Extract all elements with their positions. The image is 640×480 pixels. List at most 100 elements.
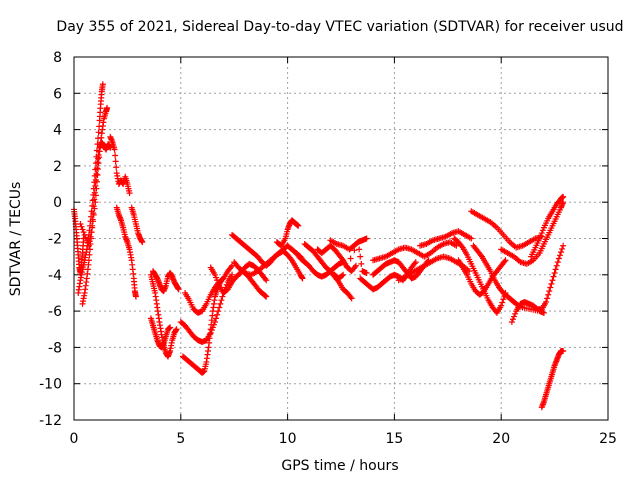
data-point	[544, 295, 551, 302]
y-axis-label: SDTVAR / TECUs	[8, 182, 24, 297]
data-point	[263, 293, 270, 300]
data-point	[340, 271, 347, 278]
y-tick-label: 2	[53, 159, 62, 175]
data-point	[363, 235, 370, 242]
data-point	[86, 238, 93, 245]
x-tick-label: 20	[492, 431, 510, 447]
data-point	[351, 247, 358, 254]
series-arc-07	[128, 204, 146, 246]
y-tick-label: 6	[53, 86, 62, 102]
data-point	[94, 171, 101, 178]
data-point	[553, 262, 560, 269]
data-point	[363, 269, 370, 276]
ticks	[73, 56, 609, 421]
y-tick-label: 4	[53, 123, 62, 139]
x-tick-label: 5	[176, 431, 185, 447]
data-point	[211, 318, 218, 325]
data-point	[207, 329, 214, 336]
series-arc-09	[147, 315, 174, 351]
data-point	[356, 246, 363, 253]
data-point	[80, 229, 87, 236]
series-arc-10	[150, 268, 182, 295]
y-tick-labels: -12 -10 -8 -6 -4 -2 0 2 4 6 8	[39, 50, 62, 429]
series-arc-33	[528, 193, 567, 260]
data-point	[209, 324, 216, 331]
data-point	[126, 190, 133, 197]
series-arc-19	[293, 250, 347, 280]
data-point	[299, 275, 306, 282]
x-tick-labels: 0 5 10 15 20 25	[70, 431, 617, 447]
data-point	[554, 259, 561, 266]
data-point	[343, 263, 350, 270]
series-arc-13	[182, 262, 236, 316]
data-points	[71, 81, 567, 411]
data-point	[559, 245, 566, 252]
data-point	[89, 218, 96, 225]
data-point	[213, 274, 220, 281]
data-point	[96, 154, 103, 161]
data-point	[87, 246, 94, 253]
y-tick-label: -12	[39, 413, 62, 429]
data-point	[214, 277, 221, 284]
series-arc-35	[538, 348, 567, 411]
data-point	[112, 152, 119, 159]
data-point	[339, 255, 346, 262]
data-point	[210, 321, 217, 328]
data-point	[501, 258, 508, 265]
data-point	[95, 160, 102, 167]
series-arc-18	[273, 217, 302, 249]
data-point	[508, 318, 515, 325]
x-tick-label: 15	[385, 431, 403, 447]
series-arc-04	[77, 104, 111, 249]
data-point	[88, 229, 95, 236]
x-tick-label: 0	[70, 431, 79, 447]
data-point	[95, 166, 102, 173]
data-point	[111, 146, 118, 153]
data-point	[90, 211, 97, 218]
series-arc-27	[417, 228, 475, 249]
data-point	[549, 277, 556, 284]
data-point	[92, 199, 99, 206]
data-point	[348, 295, 355, 302]
data-point	[86, 251, 93, 258]
data-point	[93, 171, 100, 178]
data-point	[500, 296, 507, 303]
data-point	[93, 185, 100, 192]
data-point	[537, 232, 544, 239]
y-tick-label: -6	[48, 304, 62, 320]
series-arc-30	[470, 242, 547, 316]
data-point	[502, 257, 509, 264]
data-point	[546, 288, 553, 295]
data-point	[79, 226, 86, 233]
data-point	[352, 262, 359, 269]
data-point	[175, 286, 182, 293]
y-tick-label: -4	[48, 268, 62, 284]
series-arc-02	[75, 81, 106, 296]
data-point	[173, 326, 180, 333]
data-point	[167, 324, 174, 331]
series-arc-15	[231, 259, 270, 300]
series-arc-01	[71, 206, 87, 276]
data-point	[229, 271, 236, 278]
series-arc-28	[451, 235, 509, 316]
data-point	[560, 348, 567, 355]
data-point	[560, 193, 567, 200]
data-point	[547, 284, 554, 291]
data-point	[216, 304, 223, 311]
data-point	[560, 242, 567, 249]
y-tick-label: 8	[53, 50, 62, 66]
series-arc-12	[177, 271, 236, 345]
data-point	[93, 178, 100, 185]
data-point	[83, 237, 90, 244]
data-point	[358, 260, 365, 267]
y-tick-label: -2	[48, 232, 62, 248]
data-point	[262, 275, 269, 282]
data-point	[218, 297, 225, 304]
data-point	[287, 255, 294, 262]
data-point	[555, 255, 562, 262]
data-point	[355, 239, 362, 246]
data-point	[78, 223, 85, 230]
data-point	[89, 224, 96, 231]
series-arc-31	[468, 208, 545, 251]
series-arc-25	[370, 239, 460, 264]
